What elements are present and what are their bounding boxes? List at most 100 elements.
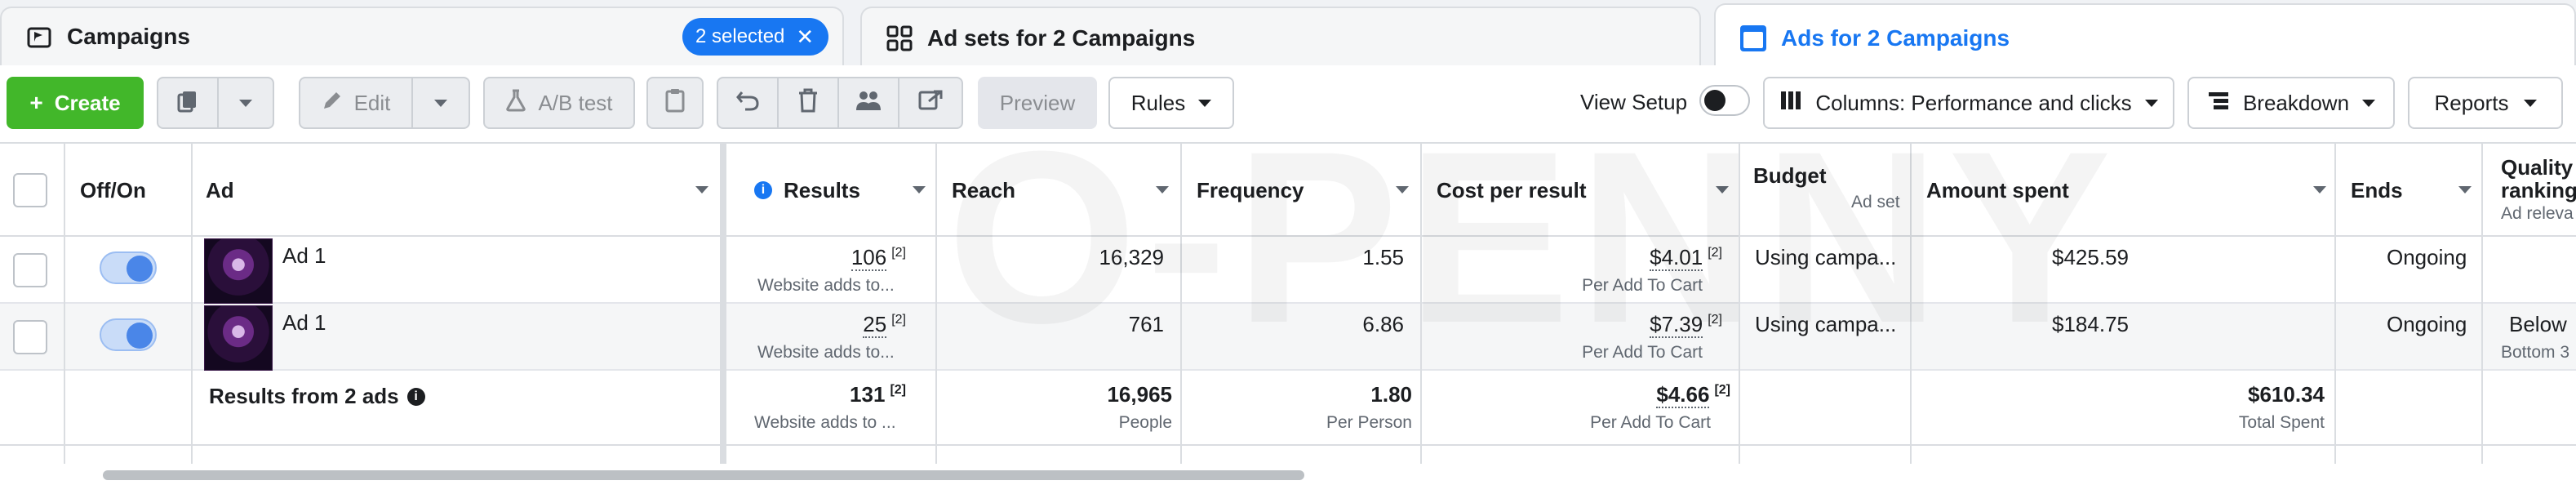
sort-caret-icon[interactable] [695,186,708,194]
table-row[interactable]: Ad 1 106 [2] Website adds to... 16,329 1.… [0,237,2576,304]
tab-campaigns-label: Campaigns [67,24,190,49]
trash-icon [797,88,819,118]
reach-value: 761 [1128,312,1164,336]
preview-button[interactable]: Preview [978,77,1097,129]
ad-thumbnail[interactable] [204,305,273,371]
toggle-knob [1704,90,1725,111]
footnote: [2] [1708,313,1722,327]
edit-button[interactable]: Edit [299,77,413,129]
total-results-sub: Website adds to ... [754,413,896,432]
column-divider [935,144,937,464]
results-value: 25 [2] [863,312,906,338]
chevron-down-icon [239,99,252,107]
cost-sub: Per Add To Cart [1582,276,1703,295]
duplicate-dropdown-button[interactable] [217,77,274,129]
people-button[interactable] [837,77,899,129]
create-button-label: Create [54,90,121,115]
columns-button[interactable]: Columns: Performance and clicks [1763,77,2174,129]
ad-name[interactable]: Ad 1 [282,243,326,268]
undo-button[interactable] [717,77,779,129]
footnote: [2] [1708,246,1722,260]
undo-icon [735,89,760,118]
header-reach[interactable]: Reach [952,177,1016,202]
delete-button[interactable] [777,77,839,129]
flask-icon [505,89,526,118]
people-icon [855,89,882,118]
rules-button-label: Rules [1130,90,1186,115]
column-divider [1420,144,1422,464]
tab-ads[interactable]: Ads for 2 Campaigns [1714,3,2576,72]
header-budget-sub: Ad set [1851,193,1900,211]
total-cost-value: $4.66 [2] [1656,382,1730,408]
tab-adsets[interactable]: Ad sets for 2 Campaigns [860,7,1701,69]
results-sub: Website adds to... [757,343,895,362]
column-divider [1739,144,1740,464]
frozen-column-divider[interactable] [720,144,726,464]
clipboard-button[interactable] [646,77,704,129]
sort-caret-icon[interactable] [913,186,926,194]
create-button[interactable]: + Create [7,77,144,129]
header-frequency[interactable]: Frequency [1197,177,1304,202]
plus-icon: + [29,90,43,115]
selected-pill[interactable]: 2 selected ✕ [682,18,829,56]
sort-caret-icon[interactable] [1716,186,1729,194]
frequency-value: 6.86 [1362,312,1404,336]
total-results-number: 131 [850,382,886,407]
header-amount-spent[interactable]: Amount spent [1926,177,2069,202]
columns-button-label: Columns: Performance and clicks [1815,90,2132,115]
amount-spent-value: $184.75 [2052,312,2129,336]
footnote: [2] [1714,383,1730,398]
table-header-row: Off/On Ad i Results Reach Frequency Cost… [0,144,2576,237]
header-ad[interactable]: Ad [206,177,234,202]
table-row[interactable]: Ad 1 25 [2] Website adds to... 761 6.86 $… [0,304,2576,371]
ad-window-icon [1739,24,1768,53]
tab-ads-label: Ads for 2 Campaigns [1781,25,2010,51]
total-reach-sub: People [1118,413,1172,432]
ad-thumbnail[interactable] [204,238,273,304]
totals-row: Results from 2 ads i 131 [2] Website adds… [0,371,2576,446]
ab-test-button[interactable]: A/B test [483,77,635,129]
rules-button[interactable]: Rules [1108,77,1234,129]
pencil-icon [322,90,343,117]
totals-label-text: Results from 2 ads [209,384,399,408]
ad-toggle[interactable] [100,251,157,284]
results-value: 106 [2] [851,245,906,271]
edit-dropdown-button[interactable] [411,77,470,129]
row-checkbox[interactable] [13,253,47,287]
info-icon[interactable]: i [406,387,425,406]
total-frequency-value: 1.80 [1370,382,1412,407]
sort-caret-icon[interactable] [2313,186,2326,194]
budget-value: Using campa... [1755,312,1897,336]
header-quality-ranking-1[interactable]: Quality [2501,155,2574,180]
chevron-down-icon [2362,99,2376,107]
select-all-checkbox[interactable] [13,173,47,207]
share-button[interactable] [898,77,963,129]
sort-caret-icon[interactable] [2458,186,2472,194]
header-results[interactable]: i Results [754,144,860,237]
header-offon[interactable]: Off/On [80,177,146,202]
header-quality-ranking-2[interactable]: ranking [2501,178,2576,202]
duplicate-button[interactable] [157,77,219,129]
reports-button[interactable]: Reports [2408,77,2563,129]
column-divider [191,144,193,464]
view-setup-toggle[interactable] [1699,85,1750,116]
header-cost-per-result[interactable]: Cost per result [1437,177,1587,202]
column-divider [64,144,65,464]
tab-campaigns[interactable]: Campaigns 2 selected ✕ [0,7,844,65]
breakdown-button[interactable]: Breakdown [2187,77,2395,129]
frequency-value: 1.55 [1362,245,1404,269]
header-budget[interactable]: Budget [1753,162,1827,188]
footnote: [2] [890,383,906,398]
sort-caret-icon[interactable] [1396,186,1409,194]
ad-toggle[interactable] [100,318,157,351]
reports-button-label: Reports [2434,90,2509,115]
row-checkbox[interactable] [13,320,47,354]
toggle-knob [127,323,153,349]
horizontal-scrollbar-thumb[interactable] [103,470,1304,480]
ad-name[interactable]: Ad 1 [282,310,326,335]
preview-button-label: Preview [999,90,1076,115]
close-icon[interactable]: ✕ [796,24,815,49]
info-icon[interactable]: i [754,181,772,199]
sort-caret-icon[interactable] [1156,186,1169,194]
header-ends[interactable]: Ends [2351,177,2403,202]
